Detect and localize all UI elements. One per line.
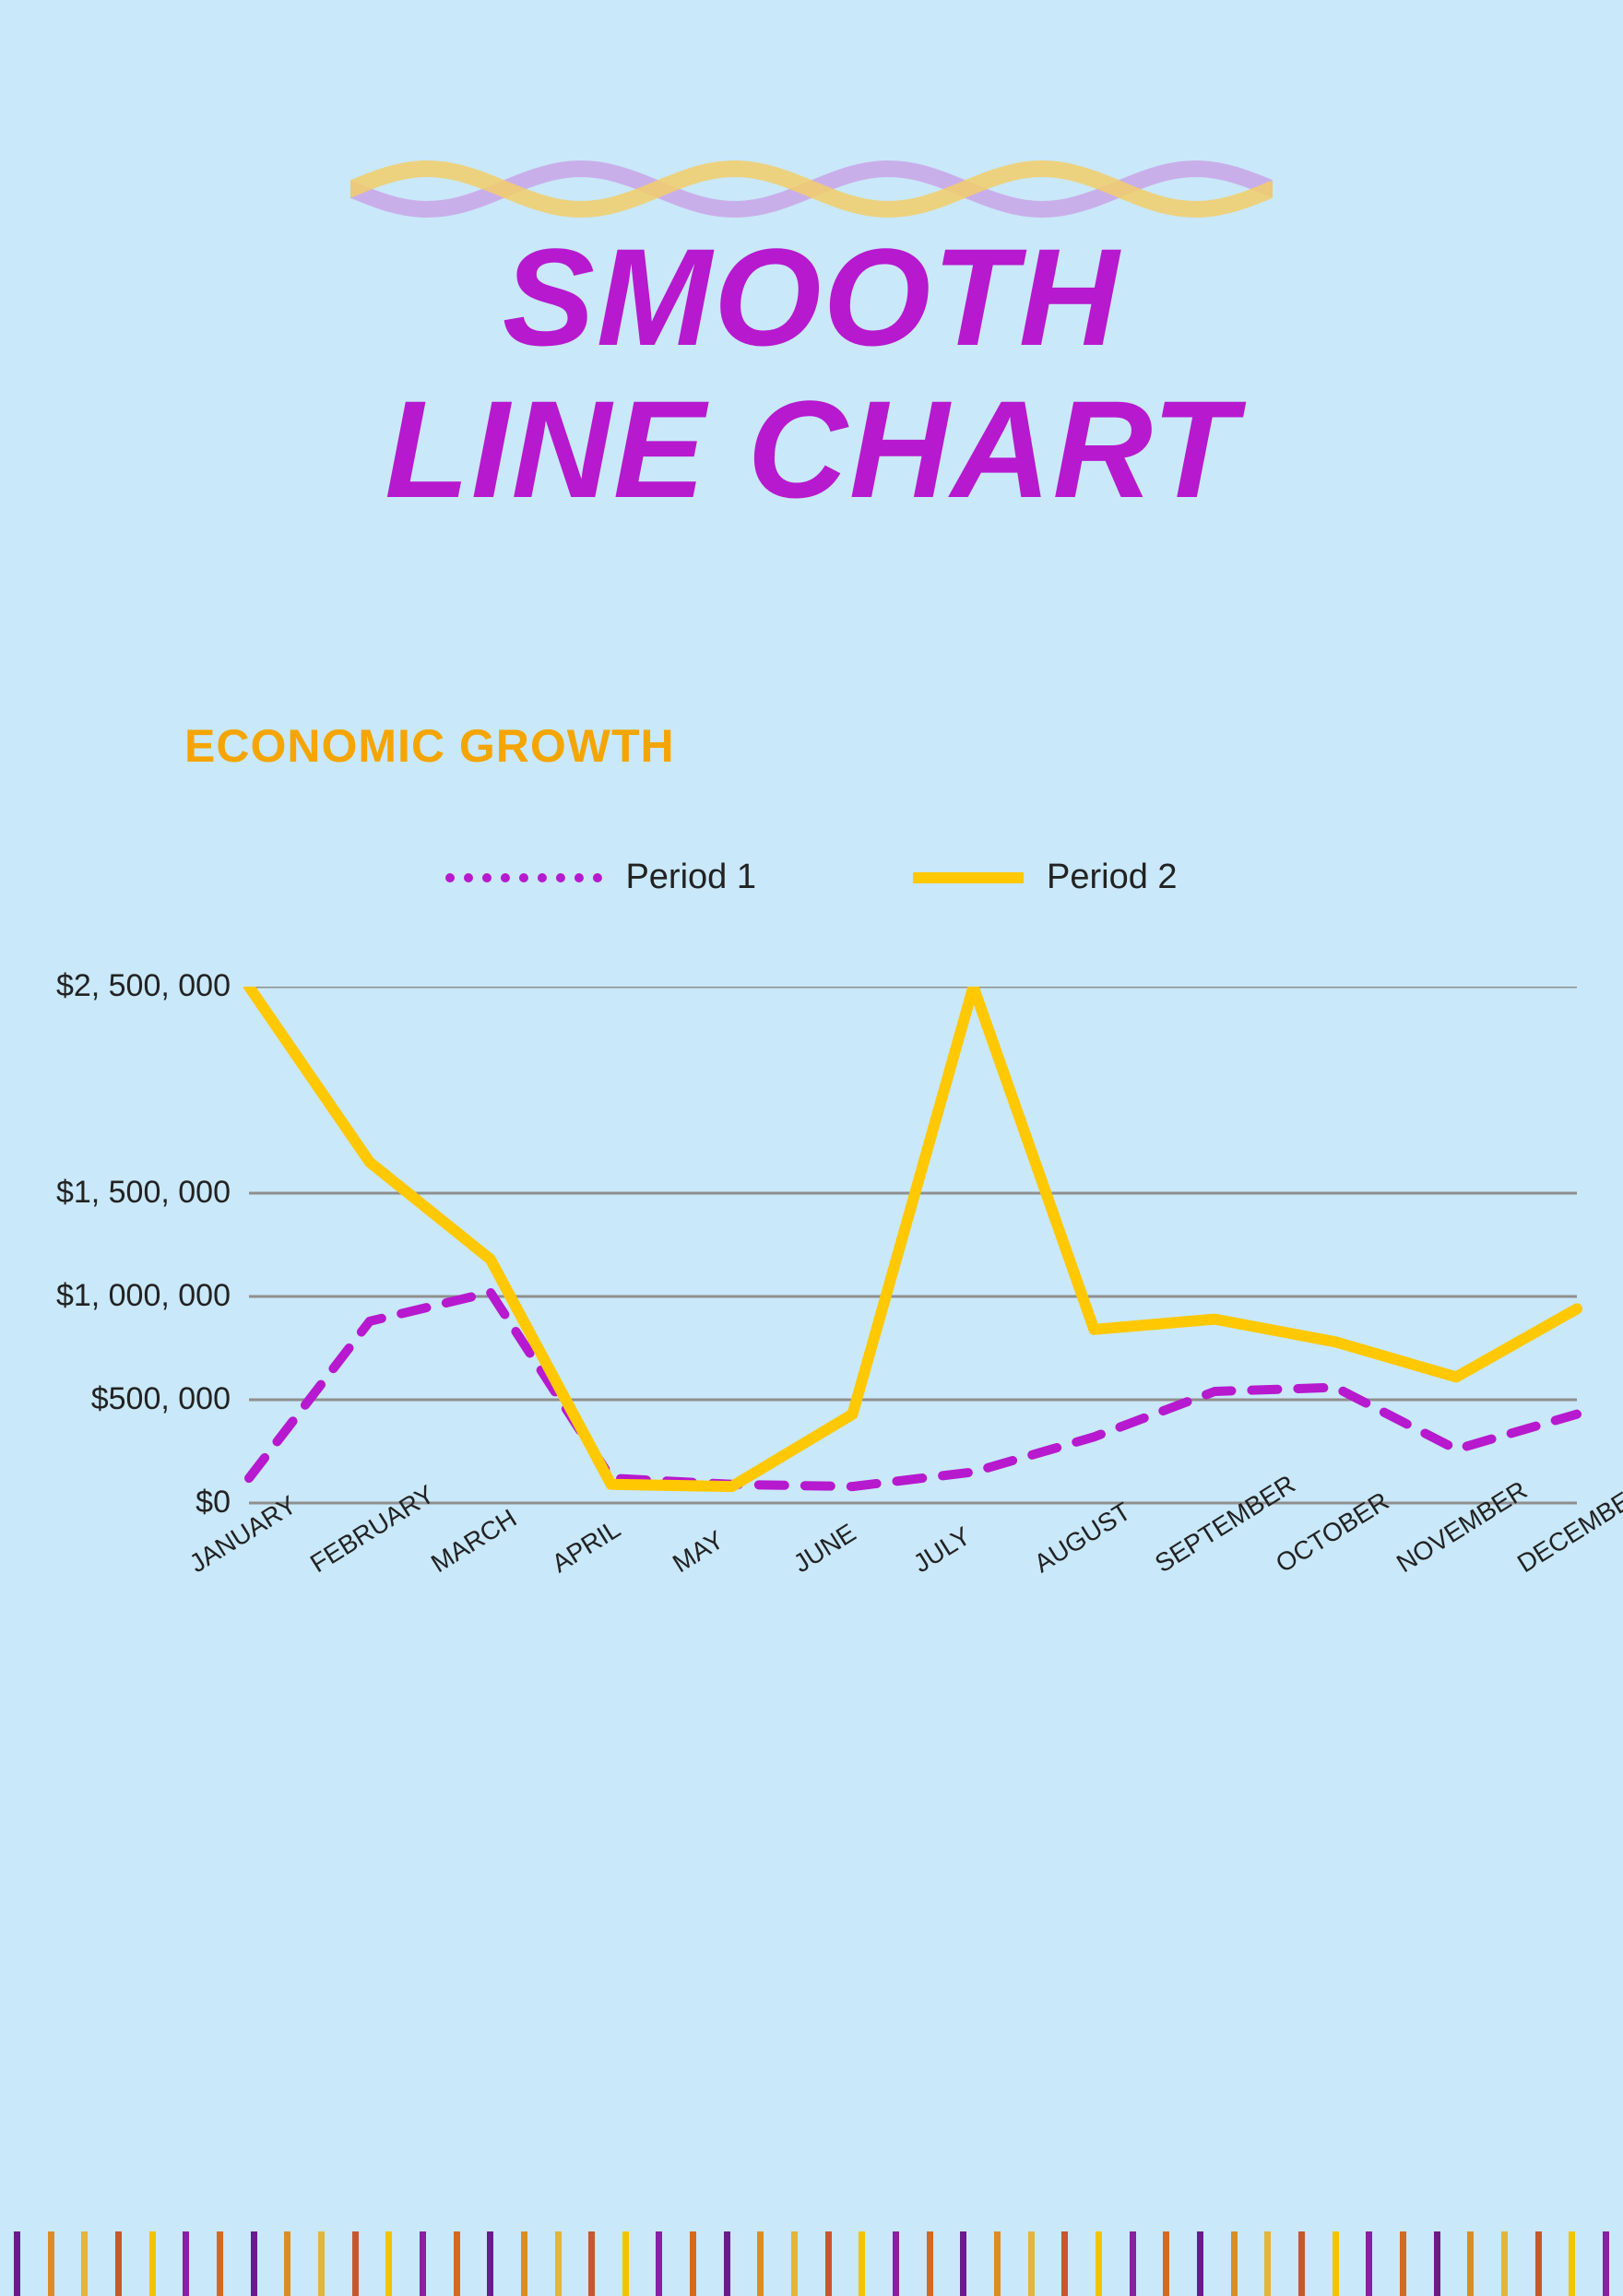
title-line-1: SMOOTH <box>0 221 1623 373</box>
legend-item-period2: Period 2 <box>913 858 1178 897</box>
bottom-tick <box>81 2231 88 2296</box>
bottom-tick <box>1298 2231 1305 2296</box>
bottom-tick <box>217 2231 223 2296</box>
bottom-tick <box>960 2231 966 2296</box>
bottom-tick <box>1061 2231 1068 2296</box>
y-tick-label: $2, 500, 000 <box>37 968 231 1004</box>
bottom-tick <box>1467 2231 1474 2296</box>
bottom-tick <box>757 2231 764 2296</box>
bottom-tick <box>251 2231 257 2296</box>
legend-swatch-period1 <box>445 873 602 882</box>
bottom-tick <box>893 2231 899 2296</box>
bottom-tick <box>1028 2231 1035 2296</box>
bottom-tick <box>622 2231 629 2296</box>
bottom-tick <box>1163 2231 1169 2296</box>
bottom-tick <box>1333 2231 1339 2296</box>
bottom-tick <box>588 2231 595 2296</box>
bottom-tick <box>14 2231 20 2296</box>
bottom-tick <box>724 2231 730 2296</box>
bottom-tick <box>859 2231 865 2296</box>
bottom-tick <box>1096 2231 1102 2296</box>
bottom-tick <box>284 2231 290 2296</box>
bottom-tick <box>656 2231 662 2296</box>
bottom-tick <box>183 2231 189 2296</box>
y-tick-label: $1, 500, 000 <box>37 1175 231 1211</box>
legend-item-period1: Period 1 <box>445 858 756 897</box>
bottom-tick <box>420 2231 426 2296</box>
title-line-2: LINE CHART <box>0 373 1623 526</box>
bottom-tick <box>385 2231 392 2296</box>
bottom-tick <box>454 2231 460 2296</box>
bottom-tick <box>487 2231 493 2296</box>
bottom-tick <box>927 2231 933 2296</box>
bottom-tick <box>352 2231 359 2296</box>
legend-swatch-period2 <box>913 872 1024 883</box>
bottom-tick <box>48 2231 54 2296</box>
bottom-tick <box>1603 2231 1609 2296</box>
bottom-tick <box>1366 2231 1372 2296</box>
bottom-tick <box>994 2231 1001 2296</box>
bottom-tick <box>1130 2231 1136 2296</box>
bottom-tick <box>1535 2231 1542 2296</box>
page-title: SMOOTH LINE CHART <box>0 221 1623 526</box>
bottom-tick <box>1197 2231 1203 2296</box>
bottom-tick <box>115 2231 122 2296</box>
bottom-tick <box>555 2231 562 2296</box>
bottom-tick <box>318 2231 325 2296</box>
bottom-tick <box>791 2231 798 2296</box>
bottom-tick <box>1569 2231 1575 2296</box>
decorative-wave <box>350 152 1273 226</box>
legend-label-period2: Period 2 <box>1047 858 1178 897</box>
y-tick-label: $500, 000 <box>37 1381 231 1417</box>
bottom-tick <box>521 2231 527 2296</box>
bottom-tick <box>149 2231 156 2296</box>
bottom-tick <box>690 2231 696 2296</box>
bottom-tick <box>1501 2231 1508 2296</box>
chart-legend: Period 1 Period 2 <box>0 858 1623 897</box>
chart-subtitle: ECONOMIC GROWTH <box>184 719 675 773</box>
bottom-tick <box>1264 2231 1271 2296</box>
bottom-tick <box>1231 2231 1238 2296</box>
legend-label-period1: Period 1 <box>625 858 756 897</box>
y-tick-label: $0 <box>37 1485 231 1521</box>
bottom-tick <box>1434 2231 1440 2296</box>
bottom-tick <box>1400 2231 1406 2296</box>
bottom-tick <box>825 2231 832 2296</box>
y-tick-label: $1, 000, 000 <box>37 1278 231 1314</box>
chart-area: $2, 500, 000$1, 500, 000$1, 000, 000$500… <box>37 987 1586 1632</box>
decorative-bottom-ticks <box>0 2222 1623 2296</box>
